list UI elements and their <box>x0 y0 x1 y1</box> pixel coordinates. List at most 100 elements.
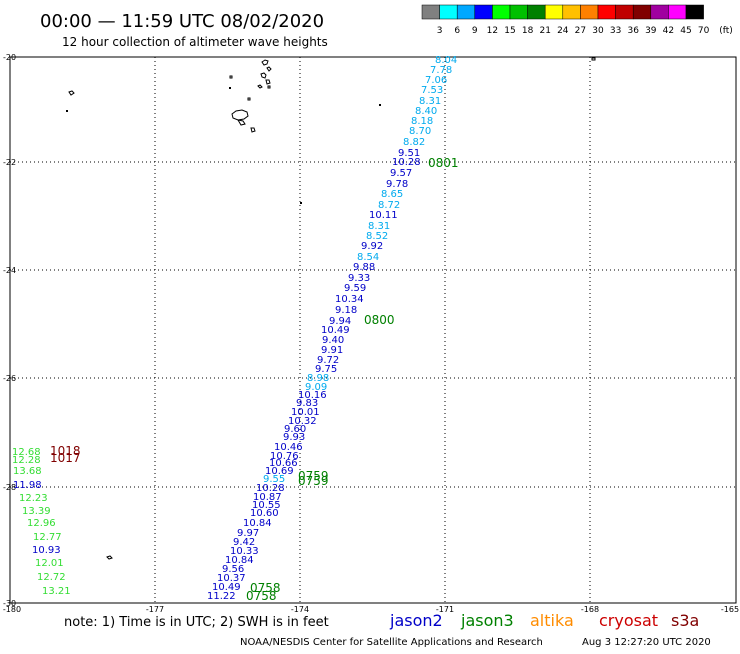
track-value: 8.54 <box>357 252 379 263</box>
track-value: 10.49 <box>212 582 241 593</box>
colorbar-swatch <box>668 4 687 20</box>
pass-time-label: 0801 <box>428 156 459 170</box>
satellite-legend-jason2: jason2 <box>389 611 443 630</box>
track-value: 10.37 <box>217 573 246 584</box>
colorbar-swatch <box>527 4 546 20</box>
longitude-label: -168 <box>581 605 599 614</box>
track-value: 10.33 <box>230 546 259 557</box>
colorbar-swatch <box>544 4 564 20</box>
colorbar-tick-label: 27 <box>575 26 586 36</box>
footer-credit: NOAA/NESDIS Center for Satellite Applica… <box>240 637 543 648</box>
longitude-labels: -180 -177 -174 -171 -168 -165 <box>3 605 739 614</box>
map-gridlines <box>10 57 736 603</box>
track-value: 10.28 <box>256 483 285 494</box>
island-outlines <box>68 57 596 560</box>
colorbar-tick-label: 36 <box>627 26 639 36</box>
track-value: 8.31 <box>419 96 441 107</box>
pass-time-label: 0759 <box>298 474 329 488</box>
colorbar-swatch <box>580 4 599 20</box>
left-track-value: 13.68 <box>13 466 42 477</box>
track-value: 10.11 <box>369 210 398 221</box>
track-value: 8.82 <box>403 137 425 148</box>
track-value: 9.56 <box>222 564 244 575</box>
track-value: 10.46 <box>274 442 303 453</box>
longitude-label: -174 <box>291 605 309 614</box>
left-track-value: 12.96 <box>27 518 56 529</box>
colorbar-swatch <box>439 4 458 20</box>
track-value: 10.66 <box>269 458 298 469</box>
colorbar-tick-label: 30 <box>592 26 604 36</box>
left-track-value: 12.28 <box>12 455 41 466</box>
track-value: 9.75 <box>315 364 337 375</box>
track-value: 10.01 <box>291 407 320 418</box>
track-value: 7.53 <box>421 85 443 96</box>
track-value: 9.33 <box>348 273 370 284</box>
left-track-value: 13.21 <box>42 586 71 597</box>
left-track-value: 13.39 <box>22 506 51 517</box>
latitude-label: -30 <box>3 599 16 608</box>
track-value: 9.97 <box>237 528 259 539</box>
wave-height-colorbar: 3 6 9 12 15 18 21 24 27 30 33 36 39 42 45 70 (ft) <box>421 4 733 36</box>
pass-time-label: 0758 <box>250 581 281 595</box>
footer-note: note: 1) Time is in UTC; 2) SWH is in fe… <box>64 615 329 630</box>
track-value: 8.52 <box>366 231 388 242</box>
colorbar-tick-label: 9 <box>472 26 478 36</box>
pass-time-label: 1018 <box>50 444 81 458</box>
satellite-legend: jason2 jason3 altika cryosat s3a <box>389 611 699 630</box>
colorbar-tick-label: 15 <box>504 26 515 36</box>
colorbar-swatch <box>509 4 528 20</box>
track-value: 9.88 <box>353 262 375 273</box>
longitude-label: -180 <box>3 605 21 614</box>
latitude-label: -20 <box>3 53 16 62</box>
colorbar-swatch <box>421 4 440 20</box>
track-value: 10.69 <box>265 466 294 477</box>
track-value: 8.98 <box>307 373 329 384</box>
left-track-value: 12.68 <box>12 447 41 458</box>
track-wave-values: 8.047.787.067.538.318.408.188.708.829.51… <box>207 55 457 602</box>
track-value: 8.31 <box>368 221 390 232</box>
latitude-label: -22 <box>3 158 16 167</box>
left-track-value: 12.77 <box>33 532 62 543</box>
colorbar-tick-label: 12 <box>487 26 498 36</box>
colorbar-tick-label: 18 <box>522 26 534 36</box>
track-value: 9.93 <box>283 432 305 443</box>
track-value: 10.76 <box>270 451 299 462</box>
track-value: 10.16 <box>298 390 327 401</box>
pass-time-label: 0758 <box>246 589 277 603</box>
colorbar-tick-label: 6 <box>454 26 460 36</box>
colorbar-tick-label: 3 <box>437 26 443 36</box>
colorbar-swatch <box>597 4 616 20</box>
colorbar-tick-label: 21 <box>539 26 550 36</box>
track-value: 9.59 <box>344 283 366 294</box>
track-value: 9.57 <box>390 168 412 179</box>
latitude-label: -28 <box>3 483 16 492</box>
track-value: 8.04 <box>435 55 457 66</box>
track-value: 9.72 <box>317 355 339 366</box>
track-value: 8.18 <box>411 116 433 127</box>
track-value: 9.51 <box>398 148 420 159</box>
colorbar-unit: (ft) <box>719 26 733 36</box>
colorbar-tick-label: 70 <box>698 26 710 36</box>
pass-time-label: 0800 <box>364 313 395 327</box>
colorbar-swatch <box>474 4 493 20</box>
track-value: 10.84 <box>243 518 272 529</box>
colorbar-swatch <box>492 4 511 20</box>
track-value: 9.09 <box>305 382 327 393</box>
track-value: 10.49 <box>321 325 350 336</box>
track-value: 8.65 <box>381 189 403 200</box>
track-value: 9.18 <box>335 305 357 316</box>
track-value: 9.94 <box>329 316 351 327</box>
track-value: 8.70 <box>409 126 431 137</box>
colorbar-swatch <box>456 4 476 20</box>
track-value: 10.34 <box>335 294 364 305</box>
track-value: 9.92 <box>361 241 383 252</box>
latitude-labels: -20 -22 -24 -26 -28 -30 <box>3 53 16 608</box>
longitude-label: -171 <box>436 605 454 614</box>
satellite-legend-jason3: jason3 <box>460 611 514 630</box>
small-island-dots <box>66 87 381 204</box>
track-value: 7.78 <box>430 65 452 76</box>
latitude-label: -26 <box>3 374 16 383</box>
track-value: 10.55 <box>252 500 281 511</box>
